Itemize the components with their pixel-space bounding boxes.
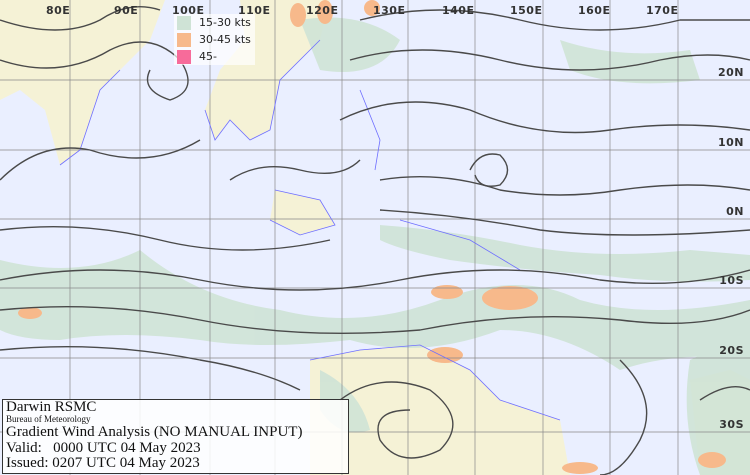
longitude-label: 140E: [442, 4, 475, 17]
latitude-label: 30S: [719, 418, 744, 431]
longitude-label: 90E: [114, 4, 139, 17]
longitude-label: 110E: [238, 4, 271, 17]
latitude-label: 10N: [717, 136, 744, 149]
legend-swatch: [177, 15, 191, 30]
wind-30-45-areas: [18, 0, 726, 474]
issued-time: Issued: 0207 UTC 04 May 2023: [6, 455, 200, 472]
legend-swatch: [177, 32, 191, 47]
legend-item: 15-30 kts: [174, 14, 251, 31]
info-box: Darwin RSMC Bureau of Meteorology Gradie…: [2, 398, 349, 474]
latitude-label: 20S: [719, 344, 744, 357]
longitude-label: 150E: [510, 4, 543, 17]
coastlines: [59, 39, 561, 421]
centre-name: Darwin RSMC: [6, 398, 97, 415]
legend-swatch: [177, 49, 191, 64]
longitude-label: 80E: [46, 4, 71, 17]
longitude-label: 120E: [306, 4, 339, 17]
longitude-label: 160E: [578, 4, 611, 17]
legend-label: 15-30 kts: [199, 16, 251, 29]
latitude-label: 10S: [719, 274, 744, 287]
legend-label: 30-45 kts: [199, 33, 251, 46]
longitude-label: 100E: [172, 4, 205, 17]
longitude-label: 170E: [646, 4, 679, 17]
chart-title: Gradient Wind Analysis (NO MANUAL INPUT): [6, 423, 303, 440]
wind-speed-legend: 15-30 kts 30-45 kts 45-: [174, 14, 255, 65]
longitude-label: 130E: [373, 4, 406, 17]
streamlines: [0, 5, 750, 475]
latitude-label: 20N: [717, 66, 744, 79]
legend-label: 45-: [199, 50, 217, 63]
valid-time: Valid: 0000 UTC 04 May 2023: [6, 439, 201, 456]
latitude-label: 0N: [726, 205, 744, 218]
legend-item: 45-: [174, 48, 251, 65]
agency-name: Bureau of Meteorology: [6, 414, 91, 425]
legend-item: 30-45 kts: [174, 31, 251, 48]
